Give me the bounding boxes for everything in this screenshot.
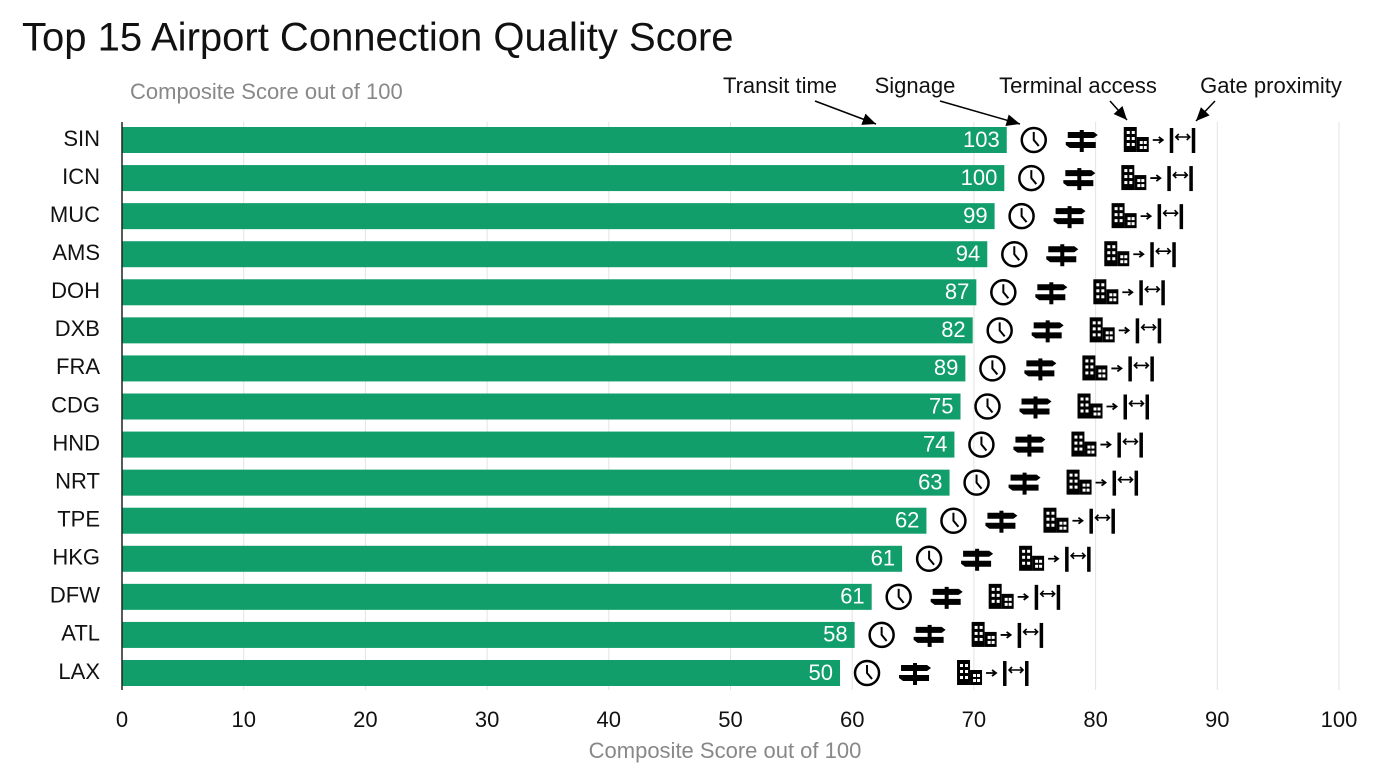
score-label: 75: [929, 393, 953, 418]
y-tick-label: TPE: [57, 507, 100, 532]
y-tick-label: AMS: [52, 240, 100, 265]
annotation: Signage: [875, 73, 956, 98]
score-label: 50: [809, 660, 833, 685]
annotation: Gate proximity: [1200, 73, 1342, 98]
y-tick-label: SIN: [63, 126, 100, 151]
y-tick-label: ATL: [61, 621, 100, 646]
x-tick-label: 20: [353, 707, 377, 732]
icon-set: [1018, 163, 1195, 193]
y-tick-label: CDG: [51, 392, 100, 417]
bar: [122, 317, 973, 344]
x-tick-label: 50: [718, 707, 742, 732]
score-label: 99: [963, 203, 987, 228]
y-tick-label: DFW: [50, 583, 100, 608]
icon-set: [968, 430, 1145, 459]
score-label: 87: [945, 279, 969, 304]
y-tick-label: MUC: [50, 202, 100, 227]
y-tick-label: HND: [52, 430, 100, 455]
icon-set: [853, 658, 1030, 688]
icon-set: [990, 278, 1167, 307]
chart-subtitle: Composite Score out of 100: [130, 79, 403, 104]
icon-set: [940, 506, 1117, 535]
x-tick-label: 0: [116, 707, 128, 732]
bar: [122, 621, 855, 648]
x-tick-label: 40: [597, 707, 621, 732]
bar: [122, 545, 903, 572]
bar: [122, 469, 950, 496]
chart-title: Top 15 Airport Connection Quality Score: [22, 16, 734, 60]
score-label: 82: [941, 317, 965, 342]
bar: [122, 241, 988, 268]
x-tick-label: 30: [475, 707, 499, 732]
score-label: 62: [895, 508, 919, 533]
bar: [122, 393, 961, 420]
icon-set: [868, 620, 1045, 650]
annotation: Terminal access: [999, 73, 1157, 98]
x-tick-label: 60: [840, 707, 864, 732]
annotation-arrows: [814, 100, 1216, 127]
icon-set: [986, 316, 1163, 345]
y-tick-label: ICN: [62, 164, 100, 189]
bar: [122, 165, 1005, 192]
y-tick-label: DXB: [55, 316, 100, 341]
icon-set: [915, 544, 1092, 574]
annotation: Transit time: [723, 73, 837, 98]
bar: [122, 279, 977, 306]
score-label: 61: [871, 546, 895, 571]
score-label: 61: [840, 584, 864, 609]
score-label: 74: [923, 431, 947, 456]
score-label: 58: [823, 622, 847, 647]
score-label: 89: [934, 355, 958, 380]
icon-set: [1008, 201, 1185, 231]
bar: [122, 583, 872, 610]
icon-set: [963, 468, 1140, 497]
icon-set: [979, 354, 1156, 383]
bar: [122, 660, 841, 686]
bar: [122, 127, 1007, 153]
bar: [122, 203, 995, 230]
x-tick-label: 100: [1321, 707, 1358, 732]
score-label: 63: [918, 469, 942, 494]
x-tick-label: 90: [1205, 707, 1229, 732]
icon-set: [1001, 239, 1178, 269]
y-tick-label: DOH: [51, 278, 100, 303]
score-label: 103: [963, 127, 1000, 152]
bar: [122, 431, 955, 458]
score-label: 94: [956, 241, 980, 266]
y-tick-label: NRT: [55, 468, 100, 493]
x-tick-label: 80: [1083, 707, 1107, 732]
bar: [122, 507, 927, 534]
y-tick-label: LAX: [58, 659, 100, 684]
icon-set: [1020, 125, 1197, 155]
y-tick-label: FRA: [56, 354, 100, 379]
x-tick-label: 70: [962, 707, 986, 732]
x-axis-label: Composite Score out of 100: [589, 738, 862, 763]
score-label: 100: [961, 165, 998, 190]
icon-set: [974, 392, 1151, 421]
bar: [122, 355, 966, 382]
y-tick-label: HKG: [52, 545, 100, 570]
x-tick-label: 10: [231, 707, 255, 732]
